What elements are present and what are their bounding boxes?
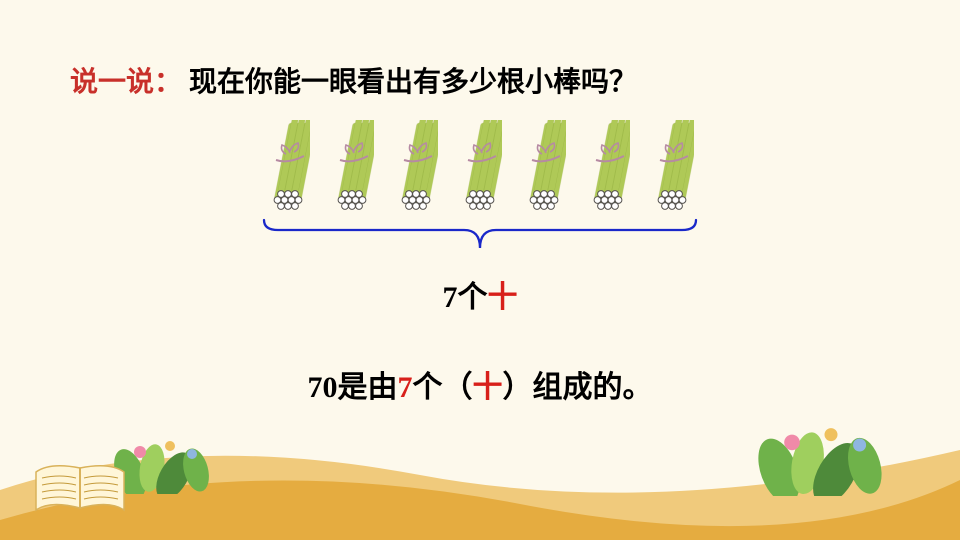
prompt-label: 说一说： (70, 67, 182, 98)
stick-bundle (650, 120, 694, 216)
stick-bundle (330, 120, 374, 216)
stick-bundle (458, 120, 502, 216)
prompt-text: 现在你能一眼看出有多少根小棒吗？ (189, 67, 637, 98)
text-segment: 7个 (443, 281, 488, 314)
foliage-right (740, 406, 910, 496)
open-book-icon (30, 458, 130, 520)
prompt-line: 说一说： 现在你能一眼看出有多少根小棒吗？ (70, 60, 637, 100)
text-segment: 个（ (413, 371, 473, 404)
stick-bundle (266, 120, 310, 216)
slide: 说一说： 现在你能一眼看出有多少根小棒吗？ (0, 0, 960, 540)
caption-7-tens: 7个十 (443, 272, 518, 316)
stick-bundle (394, 120, 438, 216)
curly-bracket (258, 218, 702, 256)
text-segment: ）组成的。 (503, 371, 653, 404)
stick-bundle (586, 120, 630, 216)
text-segment: 70是由 (308, 371, 398, 404)
caption-70-composition: 70是由7个（十）组成的。 (308, 362, 653, 406)
stick-bundles-row (266, 120, 694, 216)
stick-bundle (522, 120, 566, 216)
highlight-text: 十 (473, 371, 503, 404)
highlight-text: 十 (488, 281, 518, 314)
highlight-text: 7 (398, 371, 413, 404)
